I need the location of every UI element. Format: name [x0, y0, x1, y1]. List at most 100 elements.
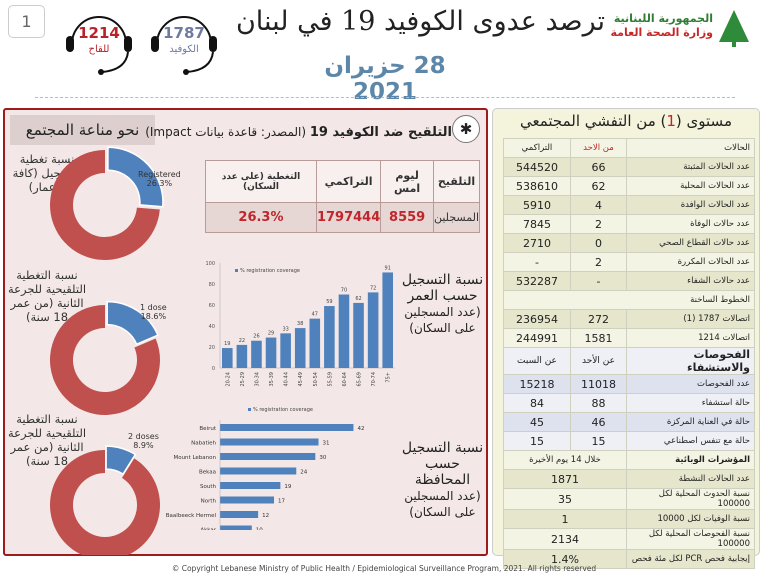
cell: 1581 — [569, 328, 628, 348]
cell: 62 — [569, 176, 628, 196]
cell: 8559 — [380, 202, 434, 233]
donut-label: نسبة التغطية التلقيحية للجرعة الثانية (م… — [7, 412, 87, 468]
row-label: اتصالات 1787 (1) — [626, 309, 755, 329]
x-tick-label: 30-34 — [254, 372, 260, 387]
age-bar — [382, 272, 393, 368]
legend-label: % registration coverage — [253, 407, 313, 413]
cell: التراكمي — [503, 138, 571, 158]
data-label: 72 — [370, 285, 376, 291]
donut-tag: Registered — [138, 170, 181, 179]
cell: من الاحد — [569, 138, 628, 158]
coverage-donuts — [49, 146, 164, 555]
row-label: نسبة الحدوث المحلية لكل 100000 — [626, 488, 755, 510]
donut-tag: 1 dose — [140, 303, 167, 312]
row-label: الفحوصات والاستشفاء — [626, 347, 755, 375]
donut-value: 18.6% — [140, 312, 167, 321]
cell: 15 — [503, 431, 571, 451]
cell: 11018 — [569, 374, 628, 394]
data-label: 19 — [224, 341, 230, 347]
legend-label: % registration coverage — [240, 268, 300, 274]
y-tick-label: South — [200, 484, 216, 490]
col-header: التلقيح — [432, 160, 481, 203]
cell: 1.4% — [503, 549, 627, 569]
row-label: نسبة الوفيات لكل 10000 — [626, 509, 755, 529]
cell: 84 — [503, 393, 571, 413]
region-registration-chart: % registration coverage Beirut 42 Nabatieh 3… — [166, 407, 364, 531]
cell: 15218 — [503, 374, 571, 394]
cell: 1797444 — [315, 202, 382, 233]
cedar-icon — [719, 10, 749, 47]
row-label: الحالات — [626, 138, 755, 158]
donut-value: 26.3% — [146, 179, 173, 188]
logo-line1: الجمهورية اللبنانية — [613, 12, 713, 25]
hotline-label: الكوفيد — [169, 44, 199, 55]
vaccine-icon: ✱ — [452, 115, 480, 143]
data-label: 30 — [319, 455, 326, 461]
spread-level: 1 — [666, 112, 676, 130]
age-bar — [265, 337, 277, 368]
y-tick-label: Mount Lebanon — [173, 455, 216, 461]
y-tick-label: North — [201, 499, 217, 505]
donut-remaining-slice — [49, 305, 160, 415]
col-header: التراكمي — [315, 160, 382, 203]
hotline-1214: 1214 للقاح — [60, 4, 138, 82]
y-tick-label: Nabatieh — [191, 441, 216, 447]
cell: عن الأحد — [569, 347, 628, 375]
row-label: حالة استشفاء — [626, 393, 755, 413]
row-label: عدد حالات الشفاء — [626, 271, 755, 291]
row-label: عدد الحالات المثبتة — [626, 157, 755, 177]
title-part: مستوى ( — [675, 112, 732, 130]
cell: 2710 — [503, 233, 571, 253]
col-header: التغطية (على عدد السكان) — [205, 160, 317, 203]
x-tick-label: 60-64 — [342, 372, 348, 387]
region-bar — [220, 453, 316, 460]
cell: 66 — [569, 157, 628, 177]
legend-swatch — [248, 408, 251, 411]
table-row: عدد حالات القطاع الصحي 0 2710 — [503, 233, 755, 253]
age-bar — [353, 302, 364, 368]
col-header: ليوم امس — [380, 160, 434, 203]
donut-tag: 2 doses — [128, 432, 159, 441]
row-label: عدد الحالات المكررة — [626, 252, 755, 272]
row-label: المؤشرات الوبائية — [626, 450, 755, 470]
age-chart-caption: نسبة التسجيل حسب العمر (عدد المسجلين على… — [400, 272, 485, 336]
age-bar — [251, 340, 262, 368]
statistics-table: الحالات من الاحد التراكمي عدد الحالات المثب… — [503, 138, 755, 569]
table-row: نسبة الوفيات لكل 10000 1 — [503, 509, 755, 529]
row-label: عدد حالات القطاع الصحي — [626, 233, 755, 253]
row-label: حالة مع تنفس اصطناعي — [626, 431, 755, 451]
page-number: 1 — [8, 5, 45, 38]
table-row: عدد الحالات المثبتة 66 544520 — [503, 157, 755, 177]
y-tick-label: Akkar — [200, 528, 216, 531]
caption-line: حسب المحافظة — [414, 456, 471, 488]
cell: 88 — [569, 393, 628, 413]
table-row: الخطوط الساخنة — [503, 290, 755, 310]
x-tick-label: 55-59 — [327, 372, 333, 387]
cell: 532287 — [503, 271, 571, 291]
age-bar — [338, 294, 350, 368]
section-title-herd-immunity: نحو مناعة المجتمع — [10, 115, 155, 145]
cell: - — [569, 271, 628, 291]
y-tick-label: Beirut — [199, 426, 216, 432]
row-label: اتصالات 1214 — [626, 328, 755, 348]
row-label: عدد الحالات المحلية — [626, 176, 755, 196]
donut-remaining-slice — [49, 450, 160, 555]
page-title: ترصد عدوى الكوفيد 19 في لبنان — [235, 6, 605, 37]
data-label: 62 — [355, 296, 361, 302]
hotline-number: 1787 — [163, 24, 205, 42]
caption-line: نسبة التسجيل — [401, 272, 484, 288]
data-label: 70 — [341, 288, 347, 294]
data-label: 33 — [282, 326, 288, 332]
table-row: نسبة الحدوث المحلية لكل 100000 35 — [503, 488, 755, 510]
donut-label: نسبة التغطية التلقيحية للجرعة الثانية (م… — [7, 268, 87, 324]
cell: 35 — [503, 488, 627, 510]
table-row: اتصالات 1787 (1) 272 236954 — [503, 309, 755, 329]
region-chart-caption: نسبة التسجيل حسب المحافظة (عدد المسجلين … — [400, 440, 485, 520]
age-bar — [236, 344, 248, 368]
y-tick-label: Bekaa — [199, 470, 216, 476]
cell: 272 — [569, 309, 628, 329]
cell: 1871 — [503, 469, 627, 489]
data-label: 47 — [312, 312, 318, 318]
y-tick-label: Baalbeeck Hermel — [166, 513, 217, 519]
table-row: اتصالات 1214 1581 244991 — [503, 328, 755, 348]
